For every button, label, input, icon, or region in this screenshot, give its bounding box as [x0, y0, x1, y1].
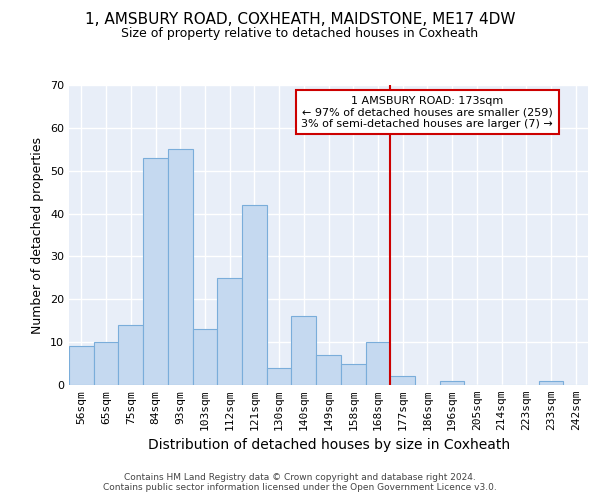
Bar — [365, 342, 390, 385]
Bar — [341, 364, 365, 385]
Bar — [440, 380, 464, 385]
Bar — [539, 380, 563, 385]
Bar — [316, 355, 341, 385]
Text: Contains HM Land Registry data © Crown copyright and database right 2024.
Contai: Contains HM Land Registry data © Crown c… — [103, 473, 497, 492]
Bar — [193, 330, 217, 385]
Text: 1 AMSBURY ROAD: 173sqm
← 97% of detached houses are smaller (259)
3% of semi-det: 1 AMSBURY ROAD: 173sqm ← 97% of detached… — [301, 96, 553, 129]
Text: Distribution of detached houses by size in Coxheath: Distribution of detached houses by size … — [148, 438, 510, 452]
Bar — [168, 150, 193, 385]
Bar — [217, 278, 242, 385]
Bar — [390, 376, 415, 385]
Text: Size of property relative to detached houses in Coxheath: Size of property relative to detached ho… — [121, 28, 479, 40]
Bar — [242, 205, 267, 385]
Bar — [143, 158, 168, 385]
Bar — [267, 368, 292, 385]
Y-axis label: Number of detached properties: Number of detached properties — [31, 136, 44, 334]
Bar — [292, 316, 316, 385]
Bar — [118, 325, 143, 385]
Bar — [69, 346, 94, 385]
Text: 1, AMSBURY ROAD, COXHEATH, MAIDSTONE, ME17 4DW: 1, AMSBURY ROAD, COXHEATH, MAIDSTONE, ME… — [85, 12, 515, 28]
Bar — [94, 342, 118, 385]
